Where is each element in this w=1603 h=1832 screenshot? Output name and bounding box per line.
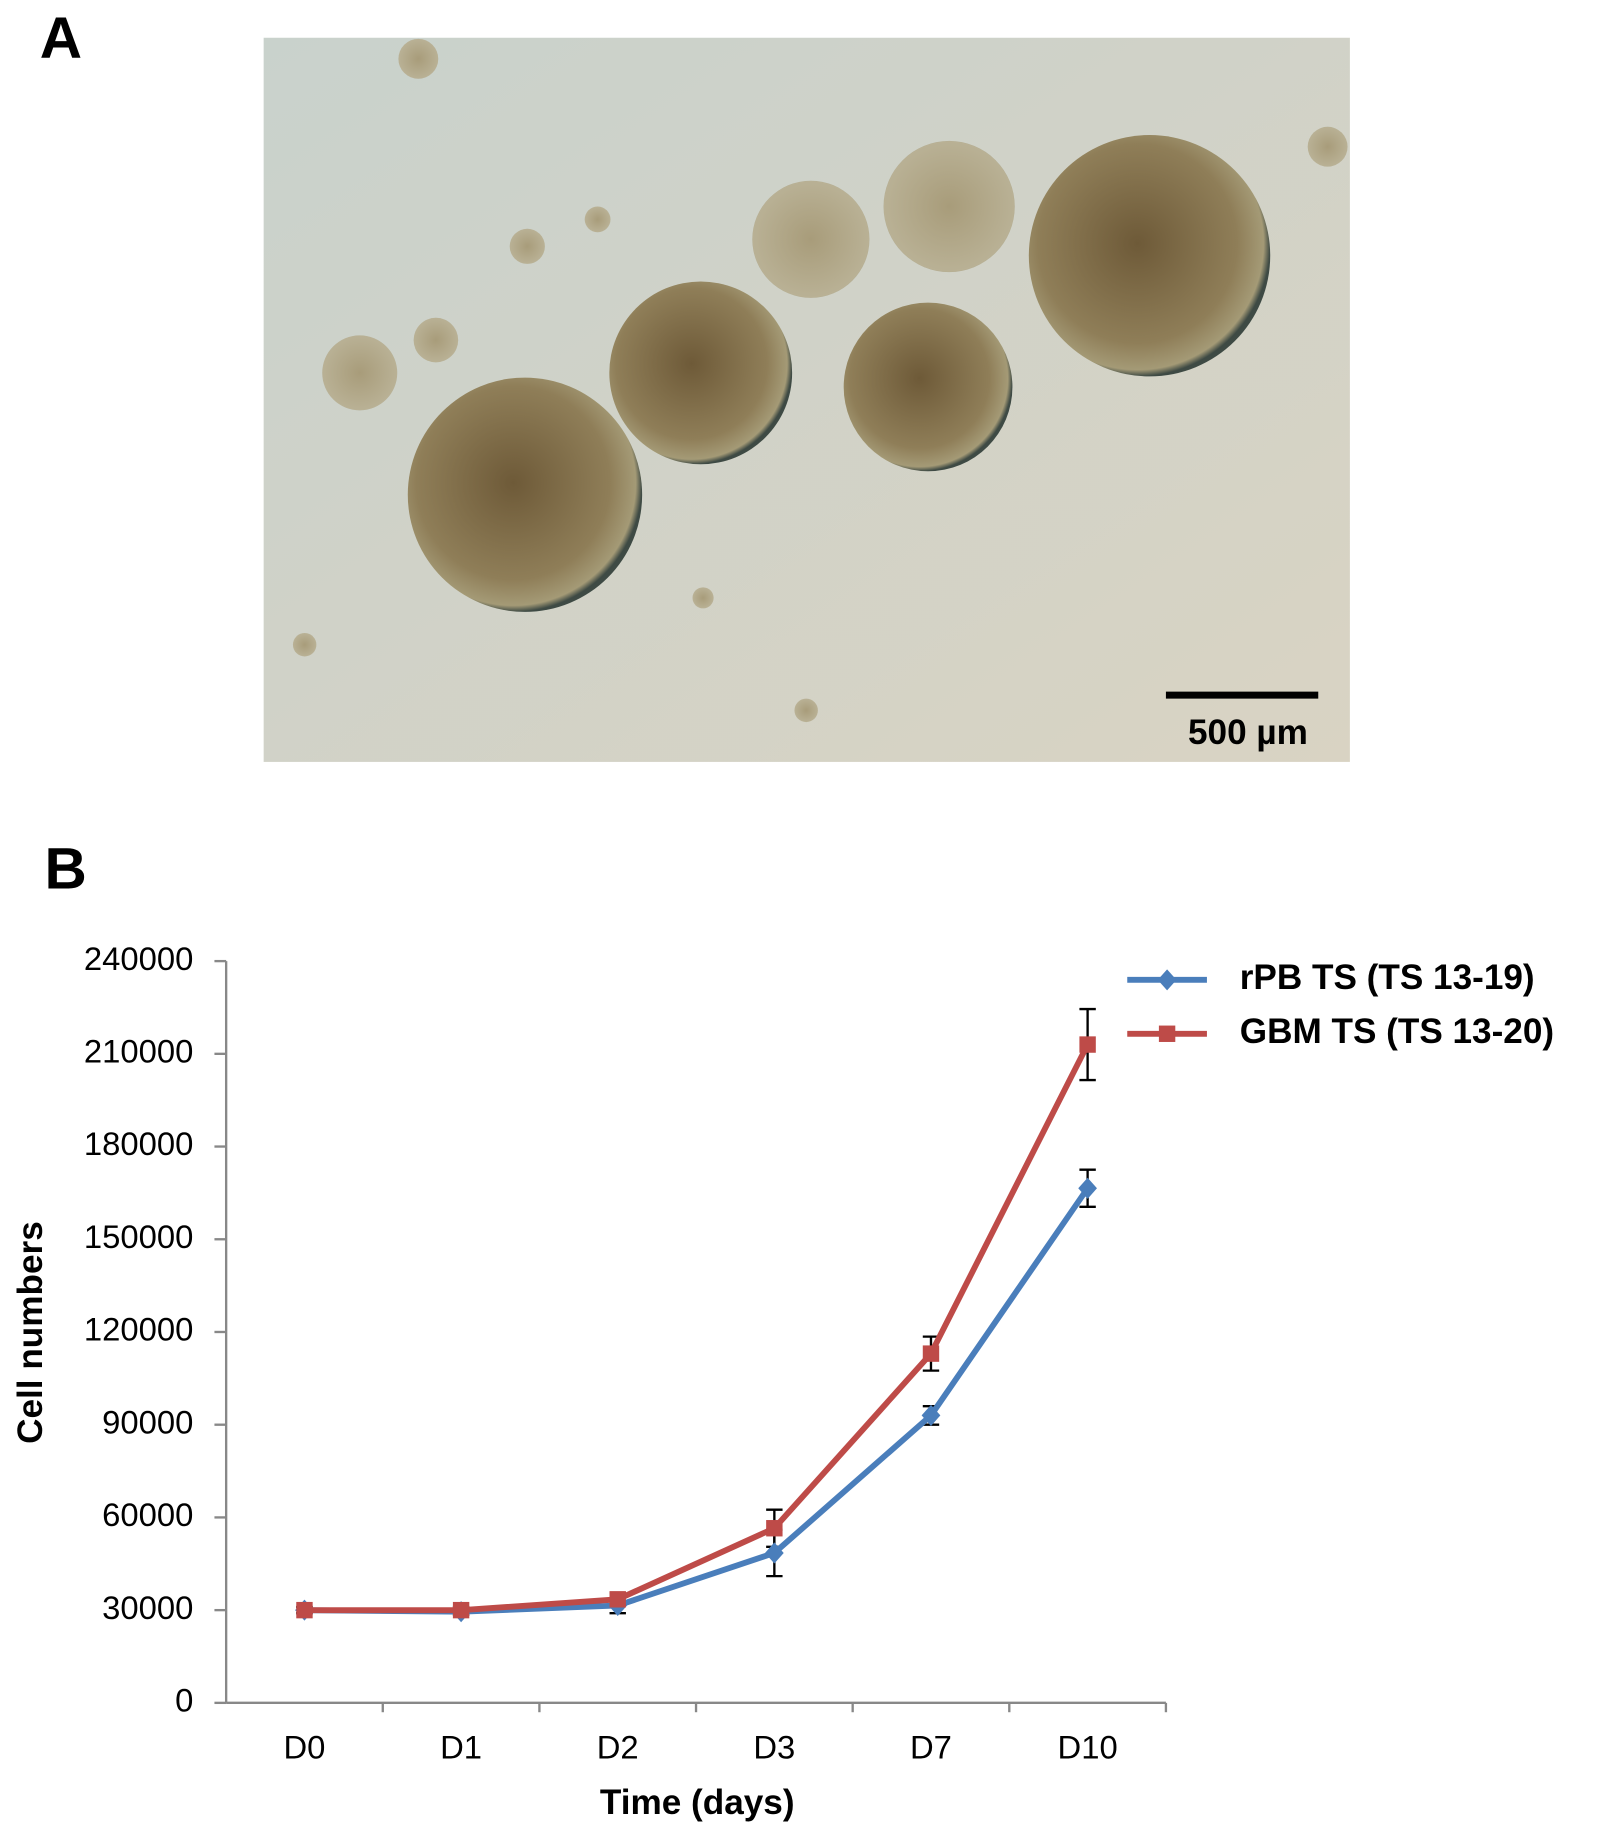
legend-label: rPB TS (TS 13-19): [1240, 958, 1535, 997]
y-tick-label: 30000: [102, 1589, 193, 1626]
marker: [1078, 1177, 1097, 1199]
y-tick-label: 90000: [102, 1403, 193, 1440]
legend-label: GBM TS (TS 13-20): [1240, 1012, 1554, 1051]
y-tick-label: 120000: [84, 1311, 193, 1348]
scale-bar-label: 500 µm: [1188, 713, 1308, 752]
marker: [766, 1520, 783, 1537]
marker: [922, 1345, 940, 1362]
x-tick-label: D1: [440, 1728, 482, 1765]
x-tick-label: D0: [283, 1728, 325, 1765]
panel-label: B: [44, 837, 86, 902]
y-tick-label: 150000: [84, 1218, 193, 1255]
x-axis-label: Time (days): [600, 1783, 795, 1822]
series-line: [304, 1186, 1091, 1615]
y-tick-label: 210000: [84, 1033, 193, 1070]
marker: [609, 1591, 626, 1608]
micrograph: [263, 37, 1350, 762]
marker: [452, 1601, 470, 1619]
panel-label: A: [40, 6, 82, 71]
y-tick-label: 240000: [84, 940, 193, 977]
marker: [764, 1542, 784, 1564]
x-tick-label: D3: [753, 1728, 795, 1765]
marker: [1157, 969, 1177, 991]
y-tick-label: 60000: [102, 1496, 193, 1533]
series-line: [304, 1043, 1091, 1614]
y-axis-label: Cell numbers: [11, 1221, 50, 1444]
marker: [1158, 1025, 1176, 1042]
x-tick-label: D7: [910, 1728, 952, 1765]
marker: [921, 1404, 941, 1426]
marker: [1079, 1036, 1096, 1053]
y-tick-label: 0: [175, 1682, 193, 1719]
x-tick-label: D2: [597, 1728, 639, 1765]
x-tick-label: D10: [1058, 1728, 1118, 1765]
marker: [296, 1601, 313, 1619]
y-tick-label: 180000: [84, 1125, 193, 1162]
